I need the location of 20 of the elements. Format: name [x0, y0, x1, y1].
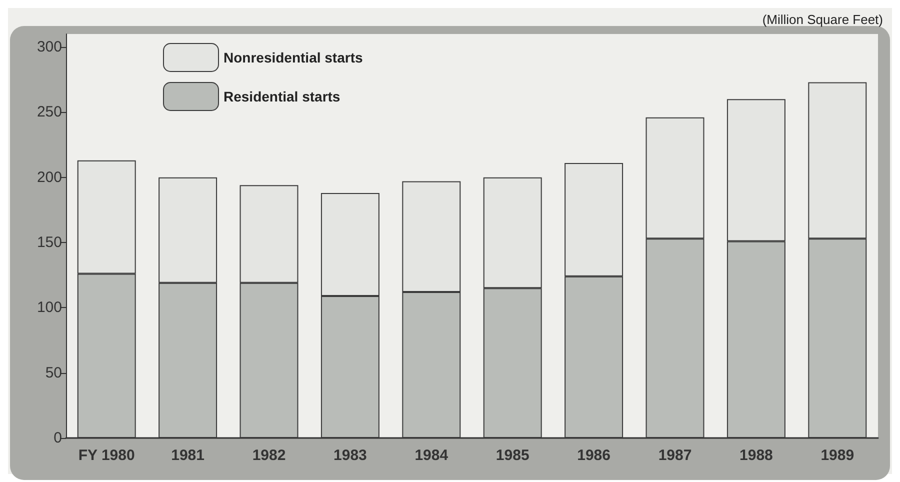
x-tick-label: 1983	[334, 447, 367, 464]
y-tick-label: 250	[36, 104, 62, 121]
x-tick-label: FY 1980	[78, 447, 135, 464]
legend-label: Residential starts	[224, 88, 340, 104]
y-tick-label: 150	[36, 234, 62, 252]
x-tick-label: 1987	[658, 447, 692, 464]
y-tick-label: 50	[45, 364, 62, 382]
legend-label: Nonresidential starts	[224, 50, 363, 66]
y-tick-label: 100	[36, 299, 62, 316]
x-tick-label: 1981	[171, 447, 204, 464]
y-axis-title: (Million Square Feet)	[762, 12, 883, 27]
y-tick-label: 300	[36, 38, 62, 56]
y-tick-label: 200	[36, 168, 62, 186]
x-tick-label: 1988	[740, 447, 773, 464]
x-tick-label: 1986	[577, 447, 610, 464]
x-tick-label: 1985	[496, 447, 530, 464]
x-tick-label: 1989	[820, 447, 854, 464]
y-tick-label: 0	[54, 430, 62, 446]
x-tick-label: 1984	[414, 447, 449, 464]
x-tick-label: 1982	[252, 447, 286, 464]
